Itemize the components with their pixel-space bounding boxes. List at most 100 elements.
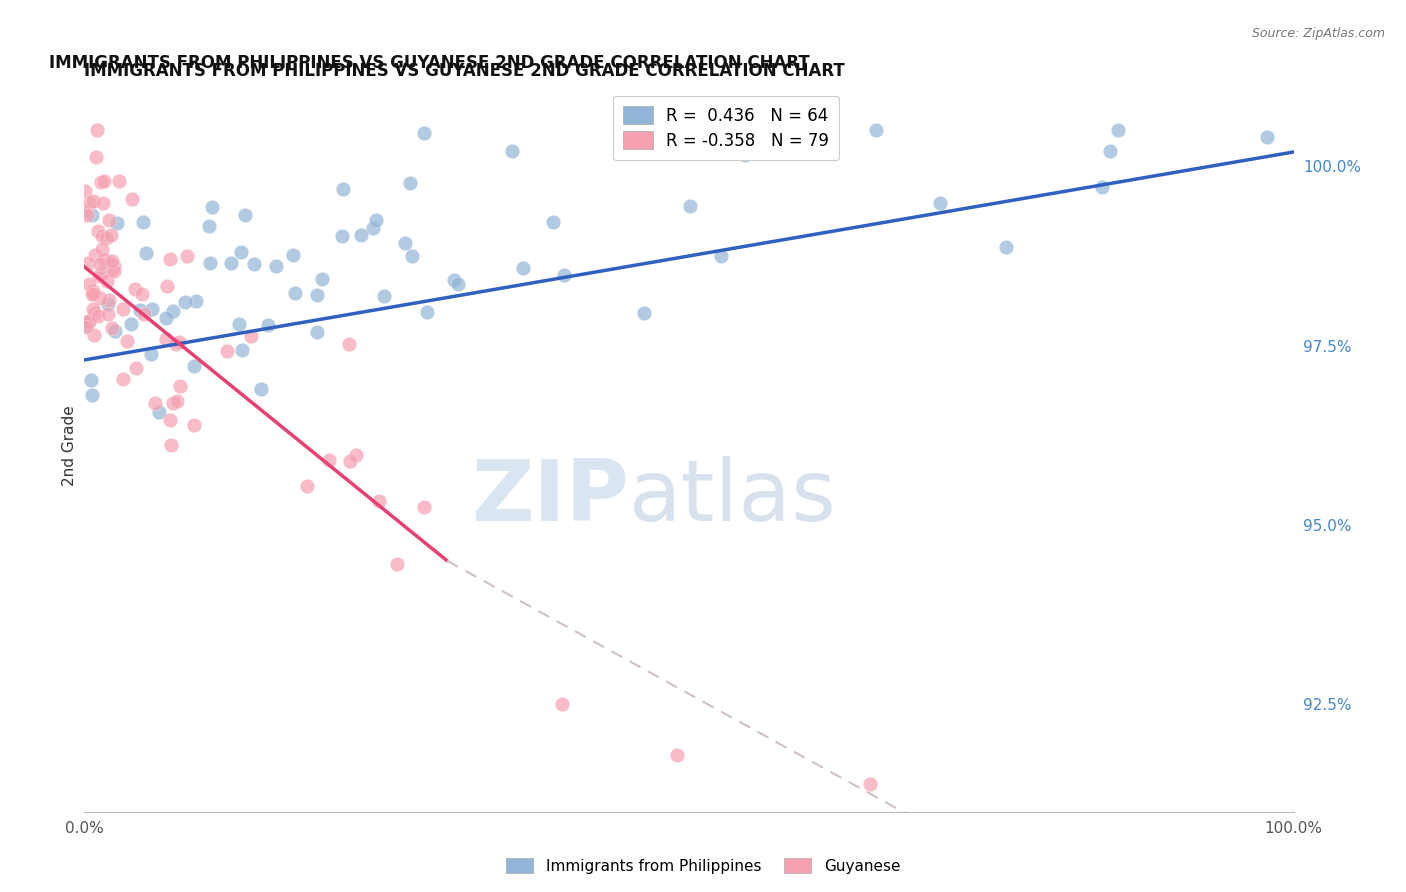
Point — [80, 208, 103, 222]
Point — [361, 221, 384, 235]
Point — [367, 493, 389, 508]
Point — [148, 404, 170, 418]
Point — [162, 304, 184, 318]
Point — [87, 309, 110, 323]
Point — [135, 246, 157, 260]
Point — [197, 219, 219, 234]
Point — [93, 174, 115, 188]
Point — [1256, 129, 1278, 144]
Point — [859, 777, 882, 791]
Point — [928, 196, 950, 211]
Point — [97, 296, 120, 310]
Point — [97, 212, 120, 227]
Point — [233, 208, 256, 222]
Point — [447, 277, 470, 292]
Point — [86, 123, 108, 137]
Point — [155, 311, 177, 326]
Point — [364, 213, 387, 227]
Point — [112, 371, 135, 385]
Point — [344, 448, 367, 462]
Y-axis label: 2nd Grade: 2nd Grade — [62, 406, 77, 486]
Point — [155, 332, 177, 346]
Point — [169, 335, 191, 350]
Point — [77, 256, 100, 270]
Point — [143, 395, 166, 409]
Point — [77, 315, 100, 329]
Point — [79, 195, 101, 210]
Point — [284, 286, 307, 301]
Point — [94, 231, 117, 245]
Point — [330, 229, 353, 244]
Point — [413, 126, 436, 140]
Point — [93, 252, 115, 267]
Point — [219, 256, 242, 270]
Point — [91, 265, 114, 279]
Point — [166, 394, 188, 409]
Point — [100, 263, 122, 277]
Point — [84, 150, 107, 164]
Point — [112, 302, 135, 317]
Point — [105, 215, 128, 229]
Point — [243, 257, 266, 271]
Point — [124, 360, 146, 375]
Point — [103, 263, 125, 277]
Point — [176, 249, 198, 263]
Text: IMMIGRANTS FROM PHILIPPINES VS GUYANESE 2ND GRADE CORRELATION CHART: IMMIGRANTS FROM PHILIPPINES VS GUYANESE … — [84, 62, 845, 80]
Point — [96, 274, 118, 288]
Point — [101, 254, 124, 268]
Point — [401, 249, 423, 263]
Point — [101, 321, 124, 335]
Point — [124, 282, 146, 296]
Point — [200, 256, 222, 270]
Point — [443, 273, 465, 287]
Point — [541, 215, 564, 229]
Point — [339, 454, 361, 468]
Point — [155, 279, 177, 293]
Point — [318, 452, 340, 467]
Point — [87, 268, 110, 283]
Point — [120, 317, 142, 331]
Point — [169, 379, 191, 393]
Point — [350, 227, 373, 242]
Point — [281, 247, 304, 261]
Text: Source: ZipAtlas.com: Source: ZipAtlas.com — [1251, 27, 1385, 40]
Point — [97, 293, 120, 307]
Point — [79, 314, 101, 328]
Point — [337, 336, 360, 351]
Point — [201, 200, 224, 214]
Point — [165, 337, 187, 351]
Point — [107, 174, 129, 188]
Point — [75, 320, 97, 334]
Point — [398, 176, 420, 190]
Point — [553, 268, 575, 282]
Point — [256, 318, 278, 332]
Point — [332, 182, 354, 196]
Point — [141, 347, 163, 361]
Point — [1107, 123, 1129, 137]
Point — [413, 500, 436, 514]
Point — [679, 199, 702, 213]
Point — [83, 327, 105, 342]
Point — [501, 145, 523, 159]
Point — [82, 194, 104, 209]
Point — [162, 396, 184, 410]
Point — [104, 324, 127, 338]
Point — [160, 438, 183, 452]
Point — [73, 184, 96, 198]
Point — [159, 252, 181, 266]
Text: IMMIGRANTS FROM PHILIPPINES VS GUYANESE 2ND GRADE CORRELATION CHART: IMMIGRANTS FROM PHILIPPINES VS GUYANESE … — [49, 54, 810, 71]
Point — [184, 294, 207, 309]
Point — [76, 315, 98, 329]
Point — [551, 697, 574, 711]
Point — [174, 294, 197, 309]
Point — [295, 479, 318, 493]
Point — [416, 305, 439, 319]
Point — [75, 204, 97, 219]
Point — [1098, 144, 1121, 158]
Point — [228, 318, 250, 332]
Point — [131, 215, 153, 229]
Point — [1091, 180, 1114, 194]
Point — [90, 243, 112, 257]
Point — [994, 240, 1017, 254]
Point — [76, 208, 98, 222]
